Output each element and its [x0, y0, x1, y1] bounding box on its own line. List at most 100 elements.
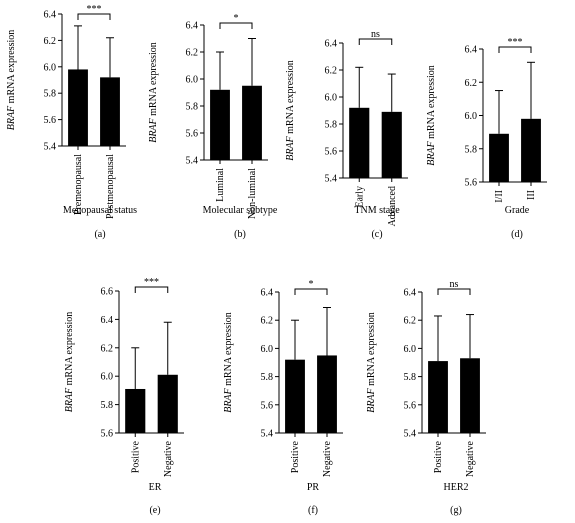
panel-letter: (a) [94, 229, 105, 240]
bar [489, 133, 509, 182]
panel-letter: (e) [149, 505, 160, 516]
category-label: Positive [433, 440, 444, 473]
chart-panel: 5.4 5.6 5.8 6.0 6.2 6.4 Luminal Non-luminal * BRA… [148, 13, 278, 240]
chart-panel: 5.4 5.6 5.8 6.0 6.2 6.4 Premenopausal Postmenop… [6, 4, 137, 240]
y-tick-label: 5.8 [404, 372, 417, 383]
category-label: Postmenopausal [105, 154, 116, 219]
chart-panel: 5.4 5.6 5.8 6.0 6.2 6.4 Positive Negative ns BRAF… [366, 279, 486, 516]
bar [428, 361, 448, 433]
significance-bracket [134, 286, 169, 293]
y-axis-label-gene: BRAF [426, 140, 437, 165]
y-tick-label: 6.2 [186, 48, 199, 59]
category-label: Negative [163, 440, 174, 477]
y-axis-label-rest: mRNA expression [6, 30, 17, 106]
y-axis-label-rest: mRNA expression [285, 60, 296, 136]
bar [349, 107, 370, 178]
y-axis-label-rest: mRNA expression [426, 65, 437, 141]
y-axis-label-rest: mRNA expression [148, 42, 159, 118]
y-tick-label: 5.6 [325, 147, 338, 158]
x-axis-label: ER [149, 482, 162, 493]
x-axis-label: TNM stage [354, 205, 400, 216]
y-axis-label: BRAF mRNA expression [148, 42, 159, 143]
significance-label: *** [144, 277, 159, 288]
y-axis-label-gene: BRAF [223, 387, 234, 412]
y-tick-label: 6.2 [261, 316, 274, 327]
y-tick-label: 5.8 [101, 400, 114, 411]
y-tick-label: 5.8 [186, 102, 199, 113]
bar [68, 69, 88, 146]
bar [242, 85, 262, 160]
y-tick-label: 6.4 [465, 45, 478, 56]
bar [157, 374, 178, 433]
bar [460, 358, 480, 433]
significance-bracket [437, 288, 471, 295]
bar [521, 118, 541, 182]
panel-letter: (f) [308, 505, 318, 516]
y-tick-label: 6.4 [404, 288, 417, 299]
y-tick-label: 5.6 [261, 400, 274, 411]
significance-bracket [498, 46, 532, 53]
significance-bracket [358, 38, 393, 45]
y-tick-label: 6.0 [101, 372, 114, 383]
bar [210, 89, 230, 160]
y-tick-label: 5.6 [404, 400, 417, 411]
category-label: III [526, 190, 537, 200]
y-tick-label: 6.2 [44, 36, 57, 47]
category-label: Advanced [387, 186, 398, 227]
y-tick-label: 6.4 [101, 315, 114, 326]
y-tick-label: 6.0 [465, 111, 478, 122]
significance-label: ns [450, 279, 459, 290]
category-label: Negative [465, 440, 476, 477]
chart-panel: 5.6 5.8 6.0 6.2 6.4 6.6 Positive Negative *** BRA… [64, 277, 184, 516]
significance-label: * [234, 13, 239, 24]
chart-panel: 5.6 5.8 6.0 6.2 6.4 I/II III *** BRAF mRNA expre… [426, 37, 547, 240]
category-label: Premenopausal [73, 154, 84, 215]
y-tick-label: 6.0 [404, 344, 417, 355]
y-axis-label-gene: BRAF [6, 105, 17, 130]
y-tick-label: 5.6 [186, 129, 199, 140]
y-tick-label: 5.8 [261, 372, 274, 383]
x-axis-label: HER2 [444, 482, 469, 493]
y-axis-label-rest: mRNA expression [366, 312, 377, 388]
panel-letter: (d) [511, 229, 523, 240]
panel-letter: (g) [450, 505, 462, 516]
y-axis-label-gene: BRAF [366, 387, 377, 412]
y-tick-label: 5.4 [404, 429, 417, 440]
panel-letter: (c) [371, 229, 382, 240]
y-axis-label-rest: mRNA expression [64, 312, 75, 388]
x-axis-label: Molecular subtype [203, 205, 278, 216]
significance-bracket [219, 22, 253, 29]
y-tick-label: 5.8 [325, 120, 338, 131]
x-axis-label: Menopausal status [63, 205, 137, 216]
y-tick-label: 6.6 [101, 287, 114, 298]
significance-label: *** [87, 4, 102, 15]
category-label: Early [354, 186, 365, 208]
y-tick-label: 6.0 [44, 62, 57, 73]
y-tick-label: 5.4 [261, 429, 274, 440]
y-axis-label: BRAF mRNA expression [285, 60, 296, 161]
panel-letter: (b) [234, 229, 246, 240]
y-tick-label: 5.6 [44, 115, 57, 126]
y-tick-label: 6.2 [325, 66, 338, 77]
category-label: Non-luminal [247, 168, 258, 219]
y-tick-label: 5.8 [465, 144, 478, 155]
y-tick-label: 6.0 [186, 75, 199, 86]
category-label: Negative [322, 440, 333, 477]
y-tick-label: 6.0 [325, 93, 338, 104]
category-label: Positive [290, 440, 301, 473]
chart-panel: 5.4 5.6 5.8 6.0 6.2 6.4 Early Advanced ns BRAF mR… [285, 29, 408, 240]
significance-label: *** [508, 37, 523, 48]
y-tick-label: 6.2 [101, 343, 114, 354]
bar [381, 111, 402, 178]
chart-panel: 5.4 5.6 5.8 6.0 6.2 6.4 Positive Negative * BRAF … [223, 279, 343, 516]
y-axis-label: BRAF mRNA expression [223, 312, 234, 413]
bar [125, 388, 146, 433]
y-tick-label: 6.4 [325, 39, 338, 50]
y-tick-label: 5.6 [465, 178, 478, 189]
significance-bracket [294, 288, 328, 295]
bar [100, 77, 120, 146]
y-axis-label: BRAF mRNA expression [366, 312, 377, 413]
y-axis-label: BRAF mRNA expression [6, 30, 17, 131]
x-axis-label: Grade [505, 205, 530, 216]
